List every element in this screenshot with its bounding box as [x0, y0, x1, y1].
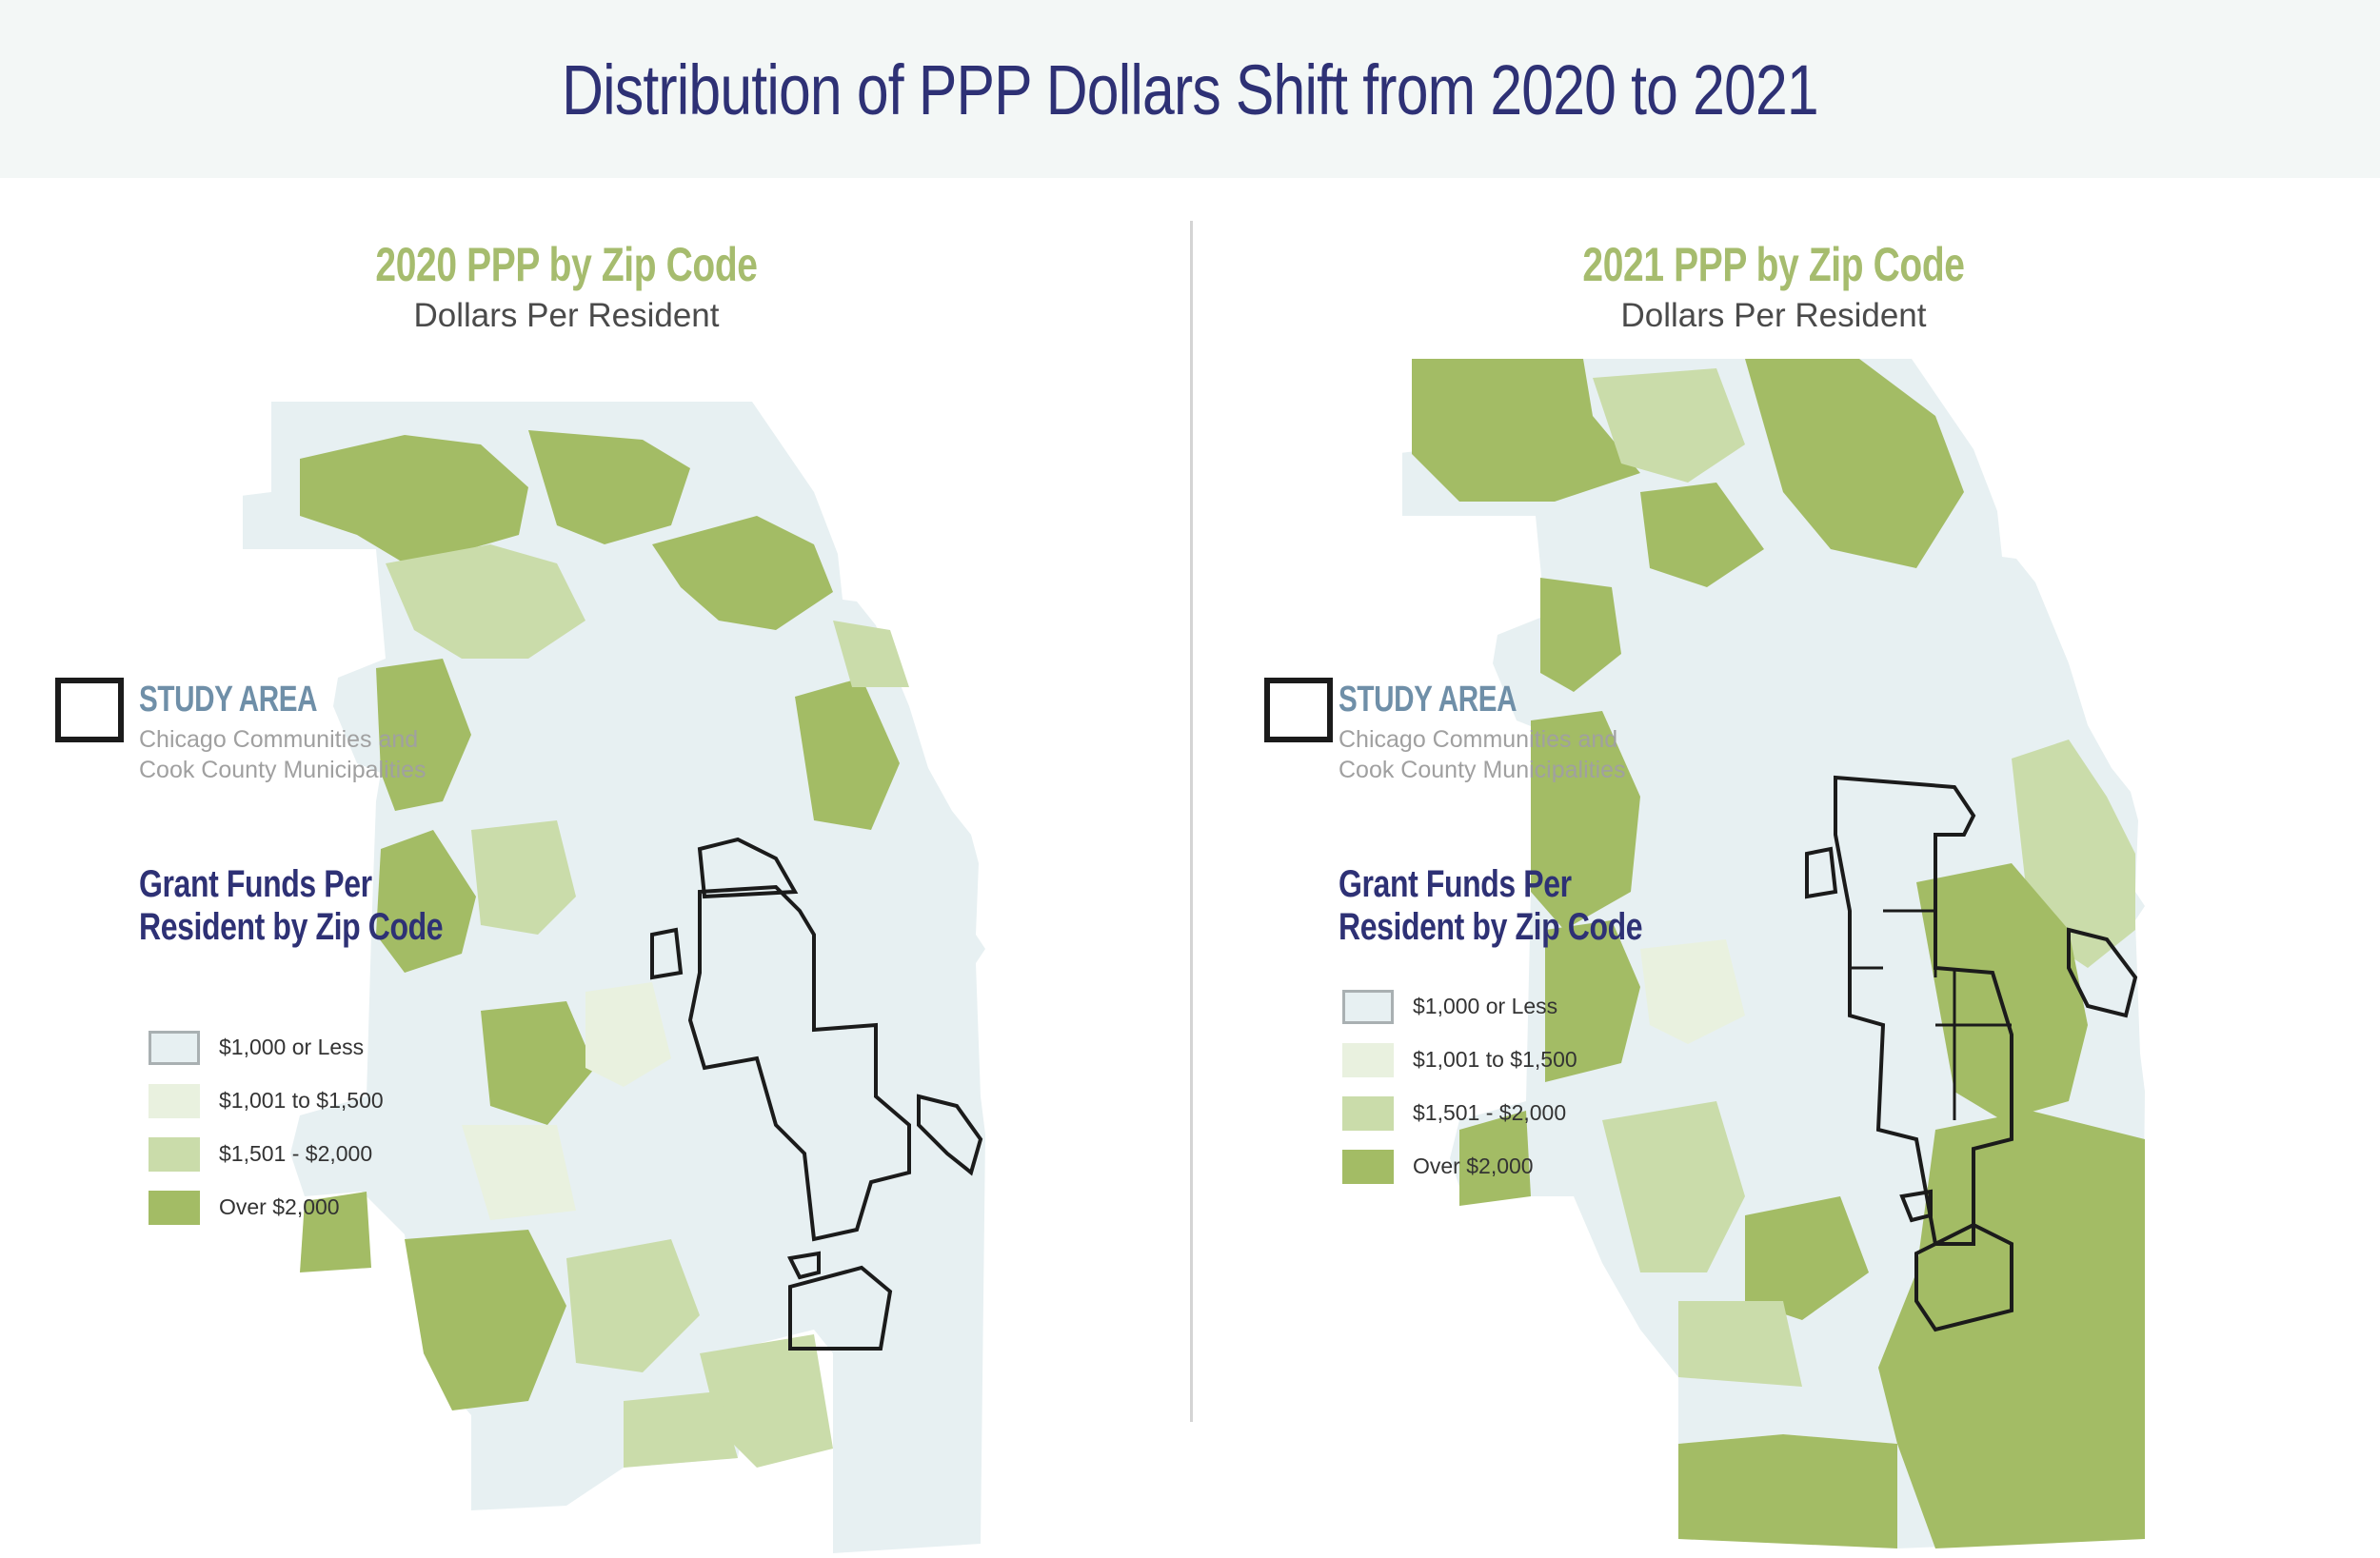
map-region-south	[700, 1334, 833, 1468]
page-title: Distribution of PPP Dollars Shift from 2…	[562, 50, 1819, 129]
map-region-mid-green	[481, 1001, 595, 1125]
study-area-outline-north	[697, 837, 799, 899]
legend-swatch	[1342, 1096, 1394, 1131]
study-area-outline-east	[917, 1094, 983, 1176]
map-region-west-2	[376, 830, 476, 973]
choropleth-map-2021	[1402, 359, 2145, 1548]
map-subtitle-2020: Dollars Per Resident	[413, 297, 720, 334]
map-region-central-west	[471, 820, 576, 935]
study-area-outline-inner	[1850, 909, 2012, 1120]
map-region-west-mid	[376, 659, 471, 811]
study-area-outline-south-small	[787, 1251, 821, 1280]
map-region-base	[243, 402, 985, 1553]
map-region-north	[1745, 359, 1964, 568]
map-region-northwest	[300, 435, 528, 563]
study-area-desc-line2: Cook County Municipalities	[1339, 757, 1626, 783]
study-area-outline-west	[650, 927, 684, 980]
map-title-2020: 2020 PPP by Zip Code	[375, 238, 758, 291]
legend-label: $1,001 to $1,500	[219, 1088, 384, 1113]
study-area-description: Chicago Communities and Cook County Muni…	[1339, 724, 1681, 785]
legend-swatch	[1342, 1043, 1394, 1077]
map-region-south-central	[1745, 1196, 1869, 1320]
legend-title-line2: Resident by Zip Code	[139, 906, 444, 948]
legend-title: Grant Funds Per Resident by Zip Code	[1339, 863, 1643, 949]
map-region-far-west	[300, 1192, 371, 1272]
study-area-desc-line1: Chicago Communities and	[1339, 726, 1618, 753]
map-region-north-mid	[1593, 368, 1745, 483]
legend-title-line2: Resident by Zip Code	[1339, 906, 1643, 948]
legend-swatch	[1342, 990, 1394, 1024]
map-region-east-deep	[1916, 863, 2088, 1120]
study-area-title: STUDY AREA	[139, 680, 318, 720]
study-area-outline-main	[1834, 775, 2013, 1246]
map-region-mid-light	[1640, 939, 1745, 1044]
legend-swatch	[1342, 1150, 1394, 1184]
choropleth-map-2020	[243, 402, 985, 1553]
map-region-north-east	[652, 516, 833, 630]
map-region-south-2	[624, 1391, 738, 1468]
map-region-south-east	[1878, 1111, 2145, 1548]
legend-label: $1,000 or Less	[1413, 994, 1558, 1018]
map-region-west-upper	[1540, 578, 1621, 692]
map-region-north-east	[1640, 483, 1764, 587]
legend-label: $1,000 or Less	[219, 1035, 365, 1059]
map-region-east-lake	[795, 678, 900, 830]
map-region-east-2	[833, 621, 909, 687]
legend-title-line1: Grant Funds Per	[139, 863, 372, 905]
legend-swatch	[149, 1084, 200, 1118]
study-area-outline-south-small	[1899, 1189, 1933, 1223]
panel-divider	[1190, 221, 1193, 1422]
legend-label: $1,501 - $2,000	[1413, 1100, 1567, 1125]
legend-swatch	[149, 1031, 200, 1065]
map-region-south-light	[1678, 1301, 1802, 1387]
map-region-mid-light	[585, 982, 671, 1087]
map-region-far-west	[1459, 1111, 1531, 1206]
study-area-swatch	[1264, 678, 1333, 742]
map-region-south-base	[1678, 1434, 1897, 1548]
study-area-swatch	[55, 678, 124, 742]
study-area-outline-east	[2067, 927, 2138, 1018]
legend-label: $1,001 to $1,500	[1413, 1047, 1577, 1072]
map-region-north	[528, 430, 690, 544]
map-region-west-mid	[1531, 711, 1640, 930]
study-area-description: Chicago Communities and Cook County Muni…	[139, 724, 482, 785]
legend-label: Over $2,000	[1413, 1154, 1534, 1178]
legend-swatch	[149, 1191, 200, 1225]
study-area-title: STUDY AREA	[1339, 680, 1517, 720]
study-area-desc-line1: Chicago Communities and	[139, 726, 419, 753]
legend-label: $1,501 - $2,000	[219, 1141, 373, 1166]
header-band: Distribution of PPP Dollars Shift from 2…	[0, 0, 2380, 178]
map-title-2021: 2021 PPP by Zip Code	[1582, 238, 1965, 291]
legend-title-line1: Grant Funds Per	[1339, 863, 1572, 905]
study-area-outline-main	[687, 884, 911, 1242]
map-region-lower-light	[462, 1125, 576, 1220]
legend-label: Over $2,000	[219, 1194, 340, 1219]
map-region-northwest	[1412, 359, 1640, 502]
map-region-west-2	[1545, 920, 1640, 1082]
study-area-outline-west	[1805, 846, 1838, 899]
map-subtitle-2021: Dollars Per Resident	[1620, 297, 1927, 334]
study-area-desc-line2: Cook County Municipalities	[139, 757, 426, 783]
study-area-outline-south	[788, 1265, 893, 1351]
map-region-west-upper	[386, 544, 585, 659]
study-area-outline-south	[1914, 1222, 2013, 1332]
legend-swatch	[149, 1137, 200, 1172]
map-region-south-west	[1602, 1101, 1745, 1272]
map-panel-2021: 2021 PPP by Zip Code Dollars Per Residen…	[1193, 178, 2380, 1548]
legend-title: Grant Funds Per Resident by Zip Code	[139, 863, 444, 949]
map-region-south-central	[566, 1239, 700, 1372]
map-region-south-west	[405, 1230, 566, 1410]
map-panel-2020: 2020 PPP by Zip Code Dollars Per Residen…	[0, 178, 1190, 1553]
